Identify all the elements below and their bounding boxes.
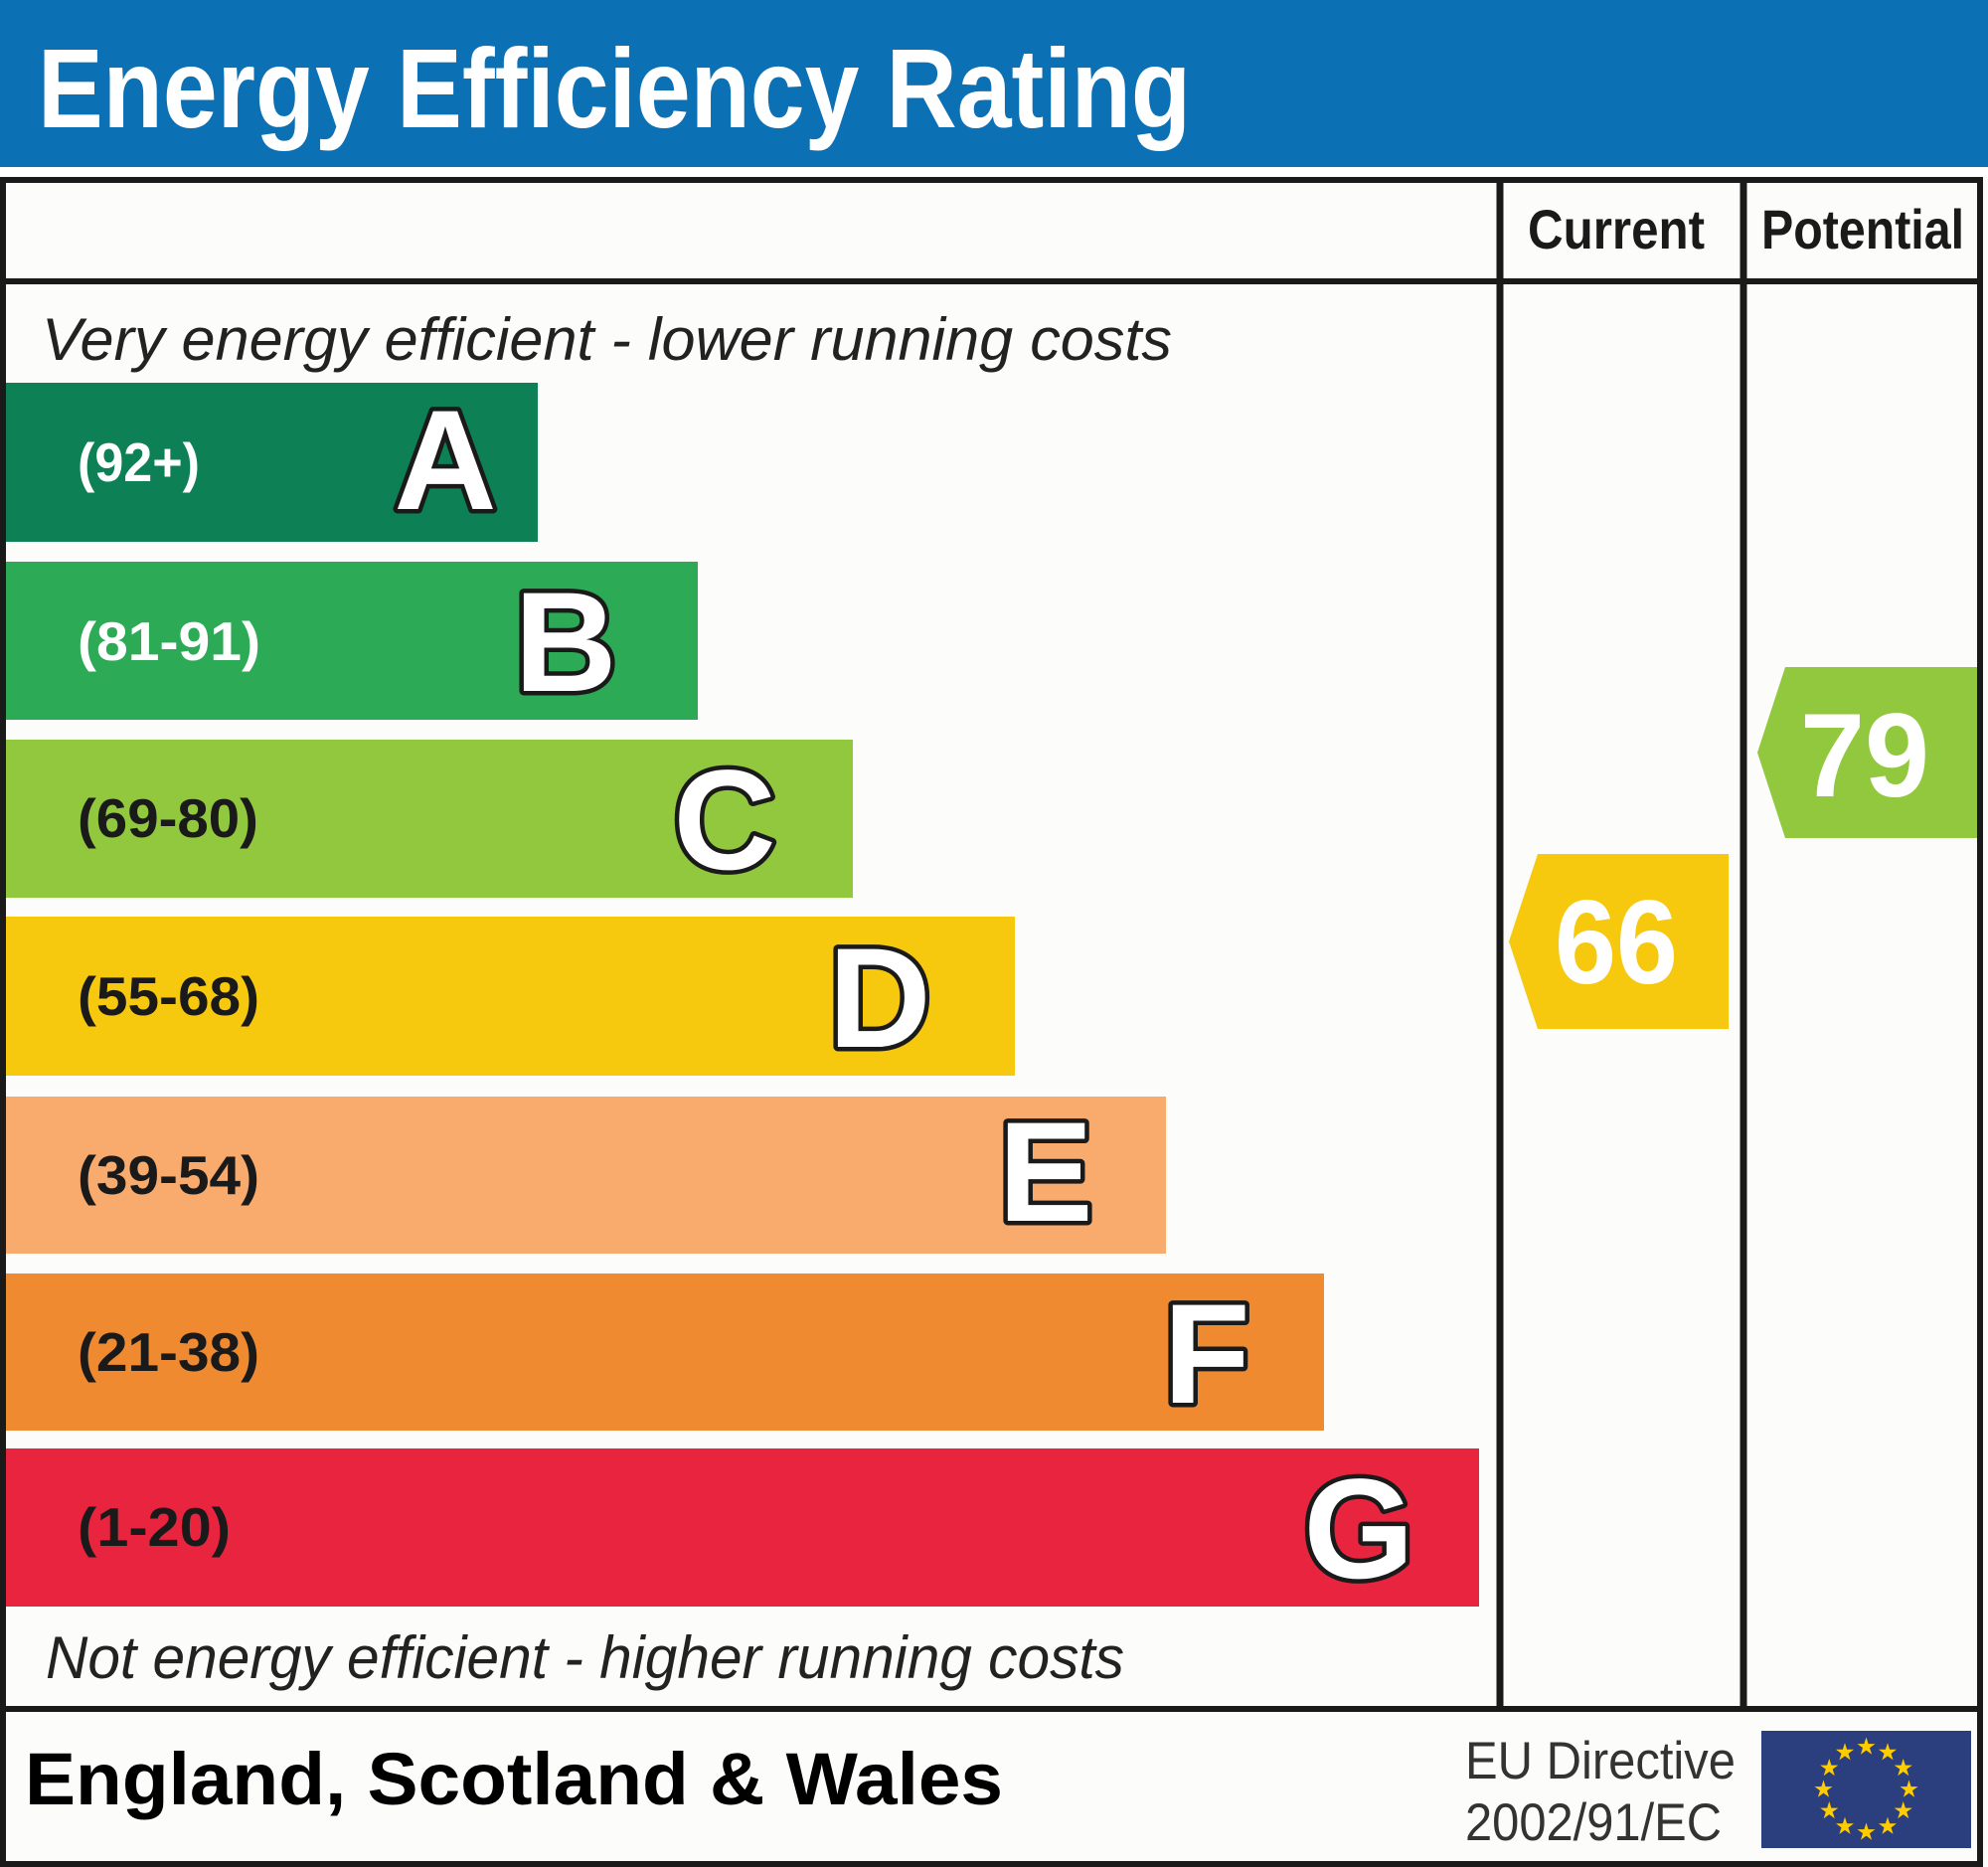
svg-text:2002/91/EC: 2002/91/EC xyxy=(1465,1793,1722,1852)
svg-text:(39-54): (39-54) xyxy=(78,1144,259,1206)
svg-text:(69-80): (69-80) xyxy=(78,787,258,849)
svg-text:B: B xyxy=(514,564,616,722)
svg-text:Energy Efficiency Rating: Energy Efficiency Rating xyxy=(38,26,1191,151)
svg-text:(92+): (92+) xyxy=(78,431,200,493)
svg-text:England, Scotland & Wales: England, Scotland & Wales xyxy=(25,1738,1003,1820)
svg-text:(21-38): (21-38) xyxy=(78,1321,259,1383)
svg-text:Not energy efficient - higher: Not energy efficient - higher running co… xyxy=(46,1624,1124,1691)
svg-text:EU Directive: EU Directive xyxy=(1465,1732,1736,1790)
svg-text:79: 79 xyxy=(1800,689,1929,822)
svg-text:Current: Current xyxy=(1528,198,1705,260)
svg-text:G: G xyxy=(1303,1450,1413,1609)
svg-text:A: A xyxy=(394,382,496,540)
svg-text:Very energy efficient - lower: Very energy efficient - lower running co… xyxy=(42,306,1172,373)
svg-text:C: C xyxy=(673,742,775,900)
svg-text:E: E xyxy=(998,1094,1092,1252)
svg-text:66: 66 xyxy=(1555,876,1678,1009)
svg-text:(1-20): (1-20) xyxy=(78,1496,231,1558)
svg-text:Potential: Potential xyxy=(1761,198,1964,260)
svg-text:(81-91): (81-91) xyxy=(78,610,260,672)
svg-text:D: D xyxy=(828,920,930,1078)
svg-text:(55-68): (55-68) xyxy=(78,965,259,1027)
svg-text:F: F xyxy=(1163,1275,1249,1434)
